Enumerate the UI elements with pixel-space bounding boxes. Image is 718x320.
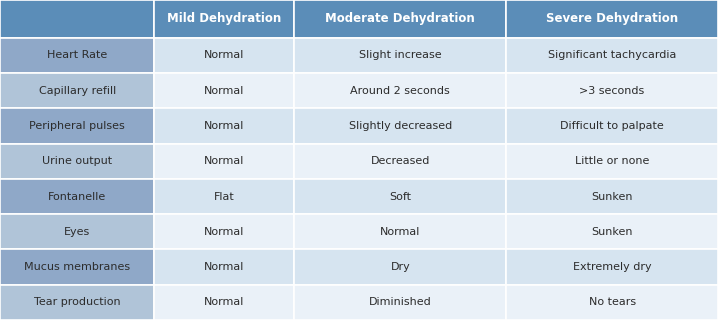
Bar — [154, 144, 294, 179]
Text: No tears: No tears — [589, 297, 635, 307]
Text: Tear production: Tear production — [34, 297, 121, 307]
Text: Normal: Normal — [204, 227, 245, 237]
Text: Normal: Normal — [204, 156, 245, 166]
Text: Normal: Normal — [204, 86, 245, 96]
Text: Extremely dry: Extremely dry — [573, 262, 651, 272]
Text: Severe Dehydration: Severe Dehydration — [546, 12, 679, 25]
Bar — [294, 250, 506, 285]
Text: Urine output: Urine output — [42, 156, 112, 166]
Bar — [0, 214, 154, 250]
Bar — [294, 73, 506, 108]
Text: Sunken: Sunken — [592, 191, 633, 202]
Text: Mild Dehydration: Mild Dehydration — [167, 12, 281, 25]
Bar — [294, 285, 506, 320]
Bar — [154, 214, 294, 250]
Text: Fontanelle: Fontanelle — [48, 191, 106, 202]
Bar — [294, 38, 506, 73]
Text: Normal: Normal — [204, 50, 245, 60]
Text: Difficult to palpate: Difficult to palpate — [560, 121, 664, 131]
Bar — [0, 73, 154, 108]
Bar — [154, 108, 294, 144]
Bar — [154, 0, 294, 38]
Text: Around 2 seconds: Around 2 seconds — [350, 86, 450, 96]
Bar — [506, 214, 718, 250]
Text: Soft: Soft — [389, 191, 411, 202]
Text: Little or none: Little or none — [575, 156, 649, 166]
Text: >3 seconds: >3 seconds — [579, 86, 645, 96]
Bar — [154, 179, 294, 214]
Text: Heart Rate: Heart Rate — [47, 50, 107, 60]
Text: Significant tachycardia: Significant tachycardia — [548, 50, 676, 60]
Text: Mucus membranes: Mucus membranes — [24, 262, 130, 272]
Text: Eyes: Eyes — [64, 227, 90, 237]
Bar — [294, 108, 506, 144]
Bar — [0, 108, 154, 144]
Bar — [154, 73, 294, 108]
Bar — [0, 179, 154, 214]
Bar — [154, 285, 294, 320]
Bar — [506, 108, 718, 144]
Text: Moderate Dehydration: Moderate Dehydration — [325, 12, 475, 25]
Bar — [506, 250, 718, 285]
Bar — [506, 0, 718, 38]
Bar — [294, 214, 506, 250]
Text: Decreased: Decreased — [370, 156, 430, 166]
Text: Normal: Normal — [204, 297, 245, 307]
Text: Diminished: Diminished — [369, 297, 432, 307]
Bar — [294, 144, 506, 179]
Bar — [294, 0, 506, 38]
Bar — [294, 179, 506, 214]
Text: Flat: Flat — [214, 191, 235, 202]
Text: Capillary refill: Capillary refill — [39, 86, 116, 96]
Bar — [506, 38, 718, 73]
Text: Peripheral pulses: Peripheral pulses — [29, 121, 125, 131]
Text: Normal: Normal — [204, 262, 245, 272]
Text: Slightly decreased: Slightly decreased — [349, 121, 452, 131]
Text: Slight increase: Slight increase — [359, 50, 442, 60]
Text: Dry: Dry — [391, 262, 410, 272]
Text: Sunken: Sunken — [592, 227, 633, 237]
Bar — [0, 285, 154, 320]
Bar — [506, 73, 718, 108]
Text: Normal: Normal — [204, 121, 245, 131]
Bar — [0, 38, 154, 73]
Bar — [506, 144, 718, 179]
Text: Normal: Normal — [380, 227, 421, 237]
Bar — [506, 179, 718, 214]
Bar — [154, 250, 294, 285]
Bar — [0, 0, 154, 38]
Bar — [0, 144, 154, 179]
Bar — [154, 38, 294, 73]
Bar — [0, 250, 154, 285]
Bar — [506, 285, 718, 320]
